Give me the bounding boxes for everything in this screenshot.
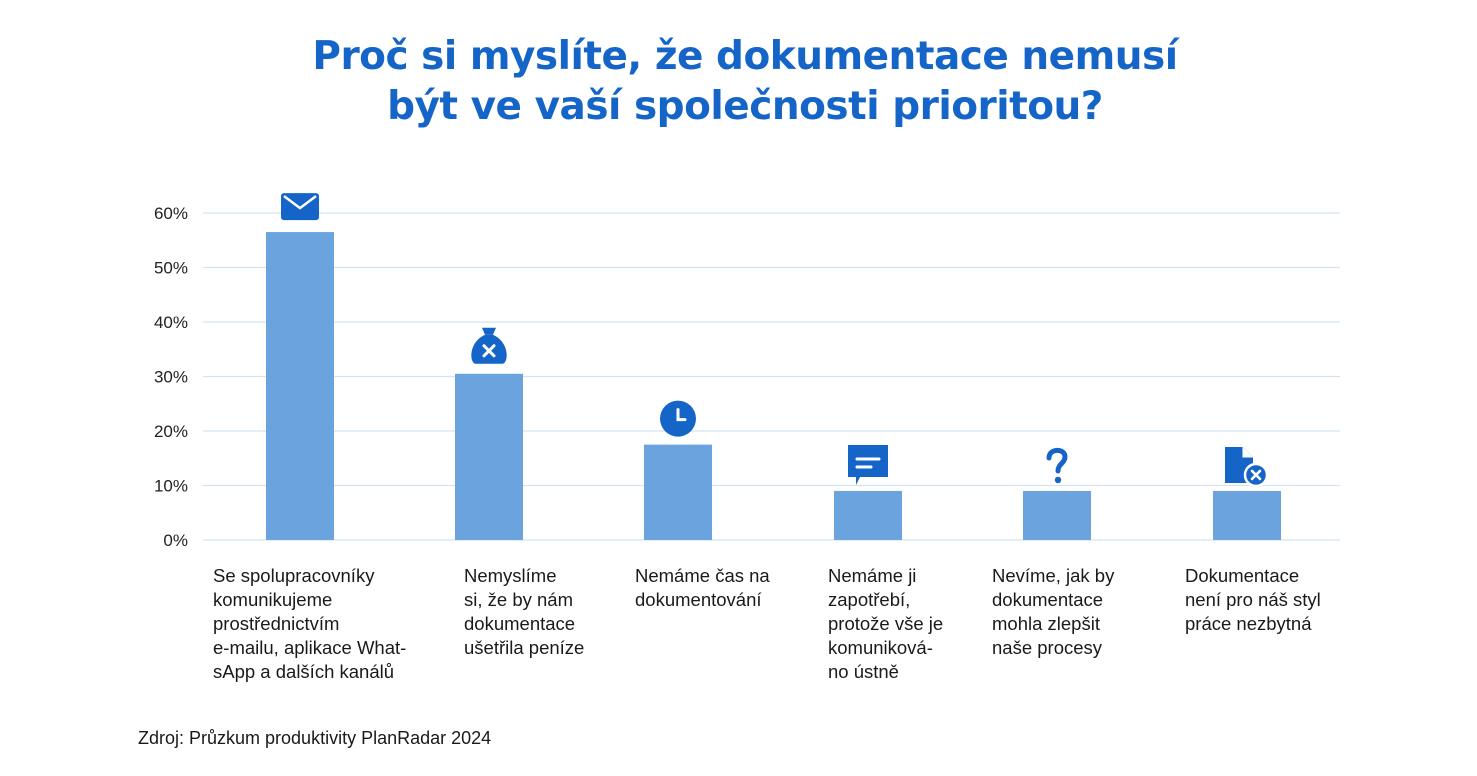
- clock-icon: [660, 400, 696, 437]
- x-category-label-4: Nemáme ji zapotřebí, protože vše je komunik…: [828, 564, 943, 684]
- bar-4: [834, 490, 902, 540]
- chat-lines: [855, 457, 881, 469]
- bar-6: [1213, 490, 1281, 540]
- bar-2: [455, 373, 523, 540]
- x-category-label-2: Nemyslíme si, že by nám dokumentace ušetřil…: [464, 564, 584, 660]
- x-category-label-line: Se spolupracovníky: [213, 565, 375, 586]
- bar-5: [1023, 490, 1091, 540]
- bar-3: [644, 444, 712, 540]
- x-category-label-line: práce nezbytná: [1185, 613, 1312, 634]
- chart-title: Proč si myslíte, že dokumentace nemusí b…: [0, 32, 1477, 132]
- x-category-label-line: komunikujeme: [213, 589, 333, 610]
- bar-1: [266, 232, 334, 540]
- x-category-label-line: Nemáme ji: [828, 565, 917, 586]
- y-tick-label: 30%: [154, 368, 188, 387]
- chart-title-line-1: Proč si myslíte, že dokumentace nemusí: [312, 34, 1178, 79]
- question-mark-icon: [1046, 447, 1068, 484]
- x-category-label-line: Nemyslíme: [464, 565, 557, 586]
- x-category-label-line: není pro náš styl: [1185, 589, 1321, 610]
- x-category-label-line: naše procesy: [992, 637, 1103, 658]
- x-category-label-line: ušetřila peníze: [464, 637, 585, 658]
- x-category-label-3: Nemáme čas na dokumentování: [635, 564, 770, 612]
- x-category-label-line: si, že by nám: [464, 589, 573, 610]
- x-category-label-line: mohla zlepšit: [992, 613, 1100, 634]
- y-tick-label: 20%: [154, 422, 188, 441]
- envelope-icon: [281, 193, 319, 221]
- x-category-label-line: sApp a dalších kanálů: [213, 661, 395, 682]
- x-category-label-line: zapotřebí,: [828, 589, 911, 610]
- x-category-label-1: Se spolupracovníky komunikujeme prostředni…: [213, 564, 406, 684]
- chat-bubble: [848, 444, 888, 485]
- x-category-label-line: Nevíme, jak by: [992, 565, 1115, 586]
- x-category-label-5: Nevíme, jak by dokumentace mohla zlepšit na…: [992, 564, 1114, 660]
- clock-hands: [676, 408, 687, 422]
- bag-top: [482, 327, 496, 335]
- question-curve: [1046, 447, 1068, 474]
- y-tick-label: 60%: [154, 204, 188, 223]
- doc-x: [1250, 469, 1262, 481]
- chart-title-line-2: být ve vaší společnosti prioritou?: [387, 84, 1103, 129]
- x-category-label-line: Nemáme čas na: [635, 565, 770, 586]
- y-tick-label: 10%: [154, 477, 188, 496]
- x-category-label-line: prostřednictvím: [213, 613, 340, 634]
- x-category-label-line: dokumentace: [464, 613, 576, 634]
- source-note: Zdroj: Průzkum produktivity PlanRadar 20…: [138, 728, 492, 748]
- x-category-label-line: dokumentace: [992, 589, 1104, 610]
- money-bag-x-icon: [471, 327, 507, 364]
- x-category-label-line: e-mailu, aplikace What-: [213, 637, 407, 658]
- bag-x: [482, 344, 496, 358]
- y-tick-label: 50%: [154, 259, 188, 278]
- envelope-flap: [283, 195, 317, 210]
- question-dot: [1054, 476, 1062, 484]
- x-category-label-line: no ústně: [828, 661, 899, 682]
- doc-fold: [1242, 446, 1253, 458]
- document-x-icon: [1225, 446, 1269, 488]
- y-tick-label: 0%: [163, 531, 188, 550]
- chat-bubble-icon: [848, 444, 888, 485]
- x-category-label-line: protože vše je: [828, 613, 944, 634]
- x-category-label-line: dokumentování: [635, 589, 762, 610]
- x-category-label-6: Dokumentace není pro náš styl práce nezbyt…: [1185, 564, 1321, 636]
- y-tick-label: 40%: [154, 313, 188, 332]
- x-category-label-line: komuniková-: [828, 637, 933, 658]
- x-category-label-line: Dokumentace: [1185, 565, 1300, 586]
